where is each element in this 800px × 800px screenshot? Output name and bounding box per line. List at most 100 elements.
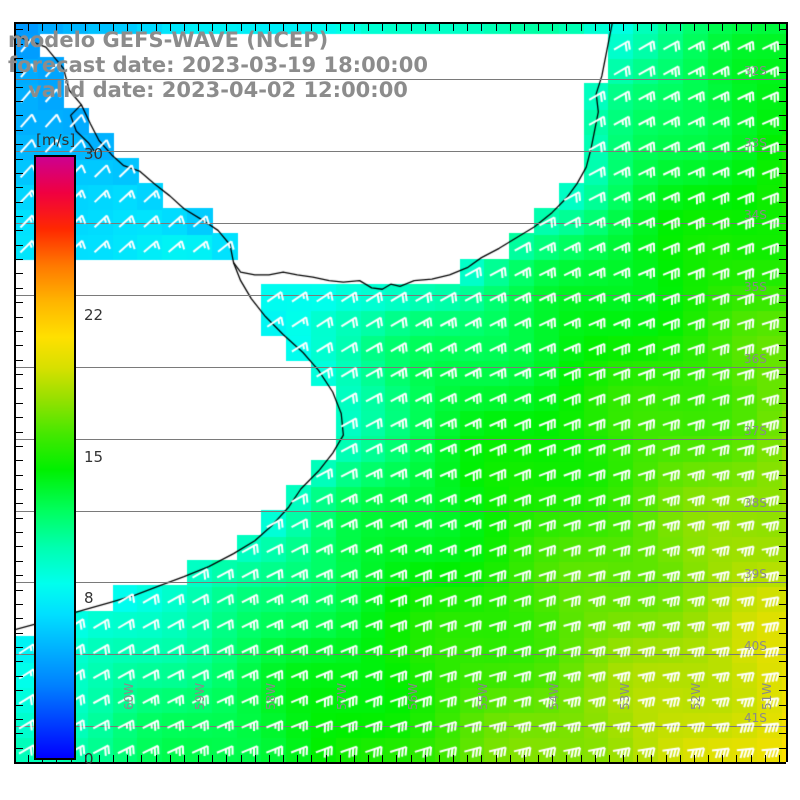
longitude-tick-label: 57W: [334, 682, 349, 710]
axis-tick-y: [779, 115, 786, 117]
axis-tick-x: [495, 24, 497, 31]
axis-tick-x: [509, 755, 511, 762]
axis-tick-y: [16, 359, 23, 361]
axis-tick-y: [779, 704, 786, 706]
axis-tick-y: [779, 402, 786, 404]
axis-tick-y: [16, 129, 23, 131]
axis-tick-y: [16, 733, 23, 735]
axis-tick-x: [594, 24, 596, 31]
latitude-tick-label: 33S: [744, 136, 767, 151]
axis-tick-x: [594, 755, 596, 762]
axis-tick-y: [16, 704, 23, 706]
axis-tick-x: [453, 24, 455, 31]
axis-tick-x: [127, 24, 129, 31]
axis-tick-x: [722, 24, 724, 31]
longitude-tick-label: 51W: [759, 682, 774, 710]
axis-tick-y: [16, 230, 23, 232]
colorbar-tick-label: 15: [84, 447, 104, 466]
title-forecast-date-line: forecast date: 2023-03-19 18:00:00: [8, 53, 428, 77]
latitude-tick-label: 34S: [744, 208, 767, 223]
axis-tick-y: [16, 302, 23, 304]
latitude-tick-label: 37S: [744, 423, 767, 438]
axis-tick-x: [424, 24, 426, 31]
axis-tick-y: [16, 101, 23, 103]
axis-tick-y: [779, 503, 786, 505]
axis-tick-y: [16, 72, 23, 74]
axis-tick-x: [509, 24, 511, 31]
axis-tick-y: [779, 546, 786, 548]
axis-tick-x: [396, 755, 398, 762]
axis-tick-x: [84, 24, 86, 31]
axis-tick-x: [566, 24, 568, 31]
axis-tick-y: [779, 618, 786, 620]
axis-tick-y: [16, 747, 23, 749]
axis-tick-x: [84, 755, 86, 762]
axis-tick-y: [16, 330, 23, 332]
axis-tick-x: [113, 24, 115, 31]
axis-tick-x: [651, 24, 653, 31]
axis-tick-y: [16, 201, 23, 203]
colorbar: [34, 155, 76, 760]
axis-tick-x: [438, 755, 440, 762]
axis-tick-y: [16, 374, 23, 376]
axis-tick-y: [779, 187, 786, 189]
axis-tick-x: [778, 755, 780, 762]
longitude-tick-label: 55W: [476, 682, 491, 710]
axis-tick-x: [382, 24, 384, 31]
axis-tick-y: [779, 431, 786, 433]
axis-tick-x: [28, 24, 30, 31]
axis-tick-y: [779, 589, 786, 591]
axis-tick-x: [268, 755, 270, 762]
axis-tick-y: [779, 675, 786, 677]
axis-tick-x: [325, 755, 327, 762]
axis-tick-y: [16, 29, 23, 31]
axis-tick-x: [580, 24, 582, 31]
axis-tick-x: [538, 24, 540, 31]
axis-tick-x: [212, 755, 214, 762]
axis-tick-y: [16, 402, 23, 404]
axis-tick-y: [779, 374, 786, 376]
axis-tick-y: [16, 244, 23, 246]
axis-tick-y: [779, 201, 786, 203]
axis-tick-x: [651, 755, 653, 762]
axis-tick-y: [779, 718, 786, 720]
axis-tick-x: [297, 755, 299, 762]
axis-tick-y: [779, 86, 786, 88]
axis-tick-y: [779, 302, 786, 304]
axis-tick-x: [98, 24, 100, 31]
axis-tick-x: [778, 24, 780, 31]
axis-tick-x: [679, 24, 681, 31]
axis-tick-x: [708, 755, 710, 762]
axis-tick-y: [779, 29, 786, 31]
axis-tick-y: [16, 488, 23, 490]
axis-tick-y: [779, 287, 786, 289]
axis-tick-y: [16, 445, 23, 447]
axis-tick-x: [438, 24, 440, 31]
axis-tick-y: [779, 747, 786, 749]
longitude-tick-label: 60W: [122, 682, 137, 710]
axis-tick-y: [16, 187, 23, 189]
axis-tick-x: [183, 755, 185, 762]
axis-tick-y: [779, 690, 786, 692]
axis-tick-y: [779, 43, 786, 45]
latitude-tick-label: 38S: [744, 495, 767, 510]
axis-tick-y: [779, 517, 786, 519]
axis-tick-y: [779, 259, 786, 261]
axis-tick-y: [16, 632, 23, 634]
axis-tick-y: [16, 474, 23, 476]
axis-tick-x: [523, 755, 525, 762]
axis-tick-x: [353, 24, 355, 31]
axis-tick-y: [779, 460, 786, 462]
axis-tick-y: [779, 417, 786, 419]
axis-tick-y: [16, 431, 23, 433]
axis-tick-y: [779, 244, 786, 246]
axis-tick-y: [779, 273, 786, 275]
axis-tick-y: [779, 345, 786, 347]
longitude-tick-label: 56W: [405, 682, 420, 710]
axis-tick-y: [779, 560, 786, 562]
axis-tick-x: [566, 755, 568, 762]
axis-tick-x: [410, 755, 412, 762]
axis-tick-y: [16, 675, 23, 677]
axis-tick-x: [495, 755, 497, 762]
